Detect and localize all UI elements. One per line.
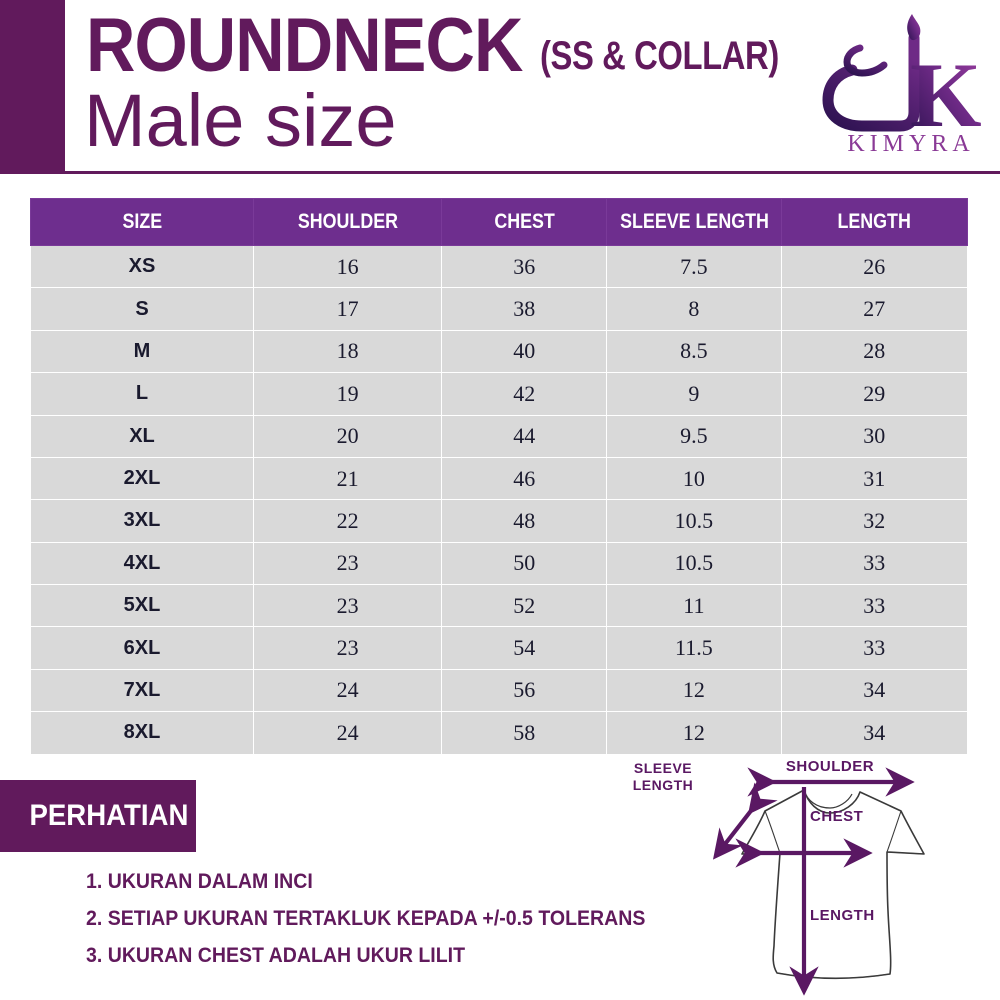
svg-text:SHOULDER: SHOULDER — [786, 760, 874, 775]
svg-text:KIMYRA: KIMYRA — [847, 131, 974, 157]
svg-text:SLEEVE: SLEEVE — [634, 760, 692, 776]
svg-text:LENGTH: LENGTH — [633, 777, 694, 793]
svg-text:LENGTH: LENGTH — [810, 907, 875, 924]
svg-text:CHEST: CHEST — [810, 808, 863, 825]
